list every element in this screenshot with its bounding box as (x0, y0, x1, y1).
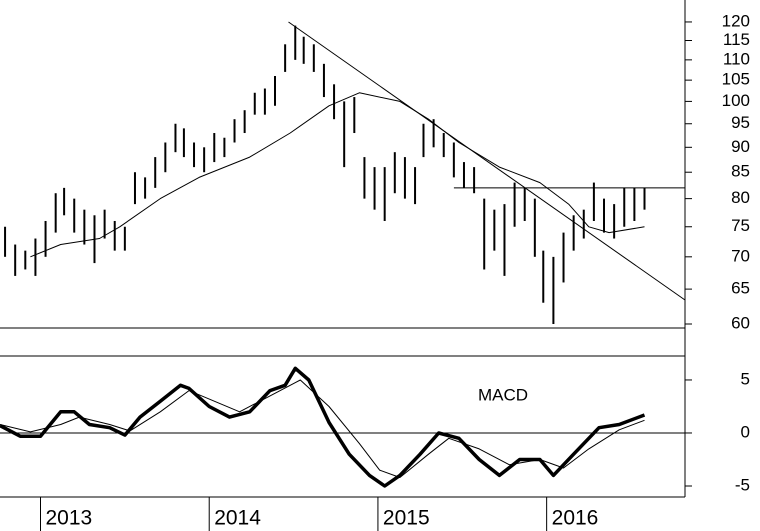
x-tick-label: 2015 (383, 507, 430, 530)
y-tick-label: 0 (741, 422, 750, 441)
y-tick-label: 75 (731, 216, 750, 235)
y-tick-label: 80 (731, 188, 750, 207)
y-tick-label: 85 (731, 162, 750, 181)
y-tick-label: 95 (731, 113, 750, 132)
trendline (288, 21, 686, 301)
x-tick-label: 2016 (552, 507, 599, 530)
y-tick-label: 65 (731, 279, 750, 298)
y-tick-label: 60 (731, 313, 750, 332)
macd-line (0, 379, 645, 478)
x-tick-label: 2014 (214, 507, 261, 530)
y-tick-label: 120 (722, 11, 750, 30)
y-tick-label: 100 (722, 91, 750, 110)
y-tick-label: -5 (735, 475, 750, 494)
moving-average (30, 92, 645, 258)
macd-line (0, 366, 646, 488)
y-tick-label: 115 (723, 30, 750, 49)
y-tick-label: 110 (723, 49, 750, 68)
y-tick-label: 90 (731, 137, 750, 156)
y-tick-label: 70 (731, 246, 750, 265)
y-tick-label: 105 (722, 70, 750, 89)
y-tick-label: 5 (741, 369, 750, 388)
x-tick-label: 2013 (45, 507, 92, 530)
annotation: MACD (478, 385, 528, 404)
